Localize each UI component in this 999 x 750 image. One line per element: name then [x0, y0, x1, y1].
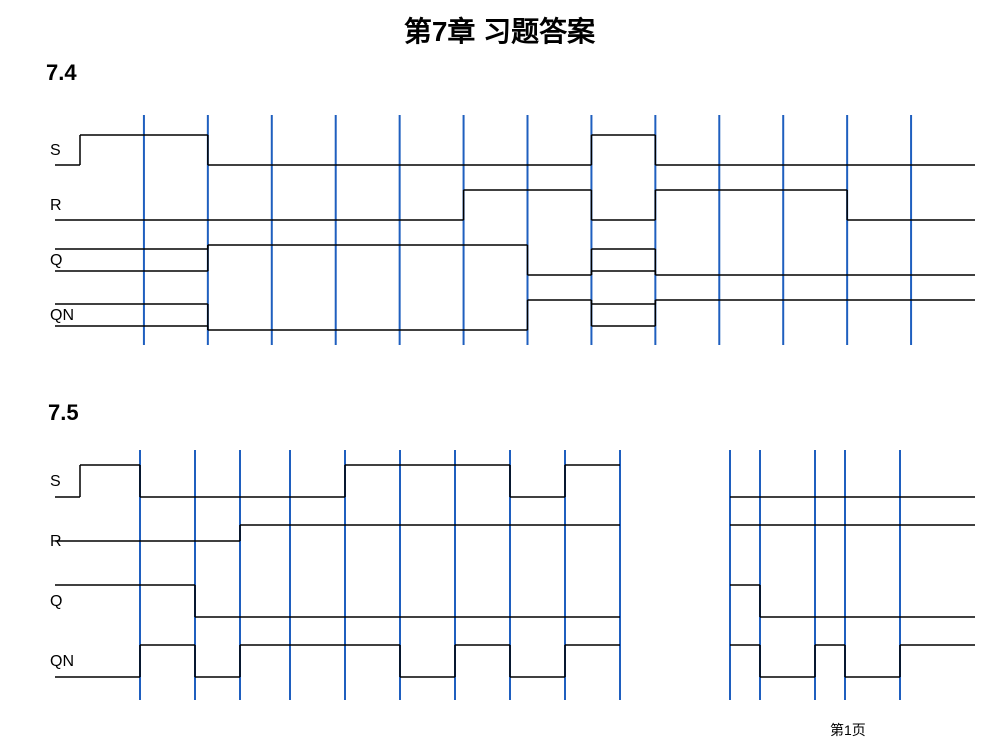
- svg-text:QN: QN: [50, 307, 74, 324]
- svg-text:S: S: [50, 473, 61, 490]
- page: { "title": "第7章 习题答案", "footer": "第1页", …: [0, 0, 999, 750]
- svg-text:R: R: [50, 197, 62, 214]
- page-footer: 第1页: [830, 720, 866, 740]
- svg-text:S: S: [50, 142, 61, 159]
- section-label-7-4: 7.4: [46, 60, 77, 86]
- svg-text:Q: Q: [50, 593, 62, 610]
- section-label-7-5: 7.5: [48, 400, 79, 426]
- page-title: 第7章 习题答案: [0, 0, 999, 50]
- timing-diagram-7-5: SRQQN: [20, 440, 980, 715]
- svg-text:Q: Q: [50, 252, 62, 269]
- timing-diagram-7-4: S R Q QN: [20, 105, 980, 375]
- svg-text:QN: QN: [50, 653, 74, 670]
